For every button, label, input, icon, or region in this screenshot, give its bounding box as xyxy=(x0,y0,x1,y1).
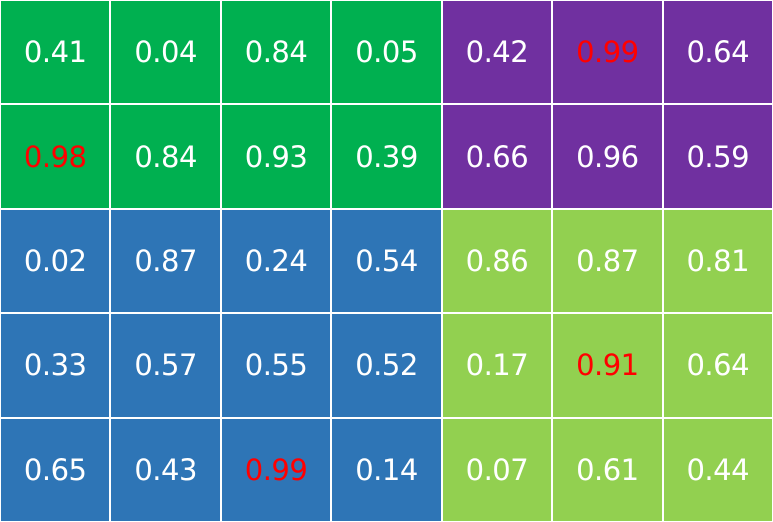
grid-cell-r1-c3: 0.84 xyxy=(221,1,331,104)
grid-cell-r2-c5: 0.66 xyxy=(442,105,552,208)
grid-cell-r2-c7: 0.59 xyxy=(663,105,772,208)
grid-cell-r3-c4: 0.54 xyxy=(332,209,441,313)
grid-cell-r2-c1: 0.98 xyxy=(1,105,110,208)
grid-cell-r3-c5: 0.86 xyxy=(442,209,552,313)
grid-cell-r2-c6: 0.96 xyxy=(553,105,662,208)
grid-cell-r1-c2: 0.04 xyxy=(111,1,220,104)
grid-cell-r2-c2: 0.84 xyxy=(111,105,220,208)
grid-cell-r5-c6: 0.61 xyxy=(553,418,662,521)
grid-cell-r1-c4: 0.05 xyxy=(332,1,441,104)
grid-cell-r4-c3: 0.55 xyxy=(221,314,331,417)
grid-cell-r1-c5: 0.42 xyxy=(442,1,552,104)
grid-cell-r1-c7: 0.64 xyxy=(663,1,772,104)
grid-cell-r4-c4: 0.52 xyxy=(332,314,441,417)
grid-cell-r3-c6: 0.87 xyxy=(553,209,662,313)
grid-cell-r1-c1: 0.41 xyxy=(1,1,110,104)
grid-cell-r5-c3: 0.99 xyxy=(221,418,331,521)
grid-cell-r3-c2: 0.87 xyxy=(111,209,220,313)
grid-cell-r5-c1: 0.65 xyxy=(1,418,110,521)
grid-cell-r5-c2: 0.43 xyxy=(111,418,220,521)
grid-cell-r3-c7: 0.81 xyxy=(663,209,772,313)
grid-cell-r2-c4: 0.39 xyxy=(332,105,441,208)
grid-cell-r3-c3: 0.24 xyxy=(221,209,331,313)
grid-cell-r5-c7: 0.44 xyxy=(663,418,772,521)
grid-cell-r2-c3: 0.93 xyxy=(221,105,331,208)
grid-cell-r3-c1: 0.02 xyxy=(1,209,110,313)
grid-cell-r4-c2: 0.57 xyxy=(111,314,220,417)
grid-cell-r4-c7: 0.64 xyxy=(663,314,772,417)
grid-cell-r5-c4: 0.14 xyxy=(332,418,441,521)
grid-cell-r1-c6: 0.99 xyxy=(553,1,662,104)
grid-cell-r4-c1: 0.33 xyxy=(1,314,110,417)
grid-cell-r4-c5: 0.17 xyxy=(442,314,552,417)
grid-cell-r5-c5: 0.07 xyxy=(442,418,552,521)
grid-cell-r4-c6: 0.91 xyxy=(553,314,662,417)
